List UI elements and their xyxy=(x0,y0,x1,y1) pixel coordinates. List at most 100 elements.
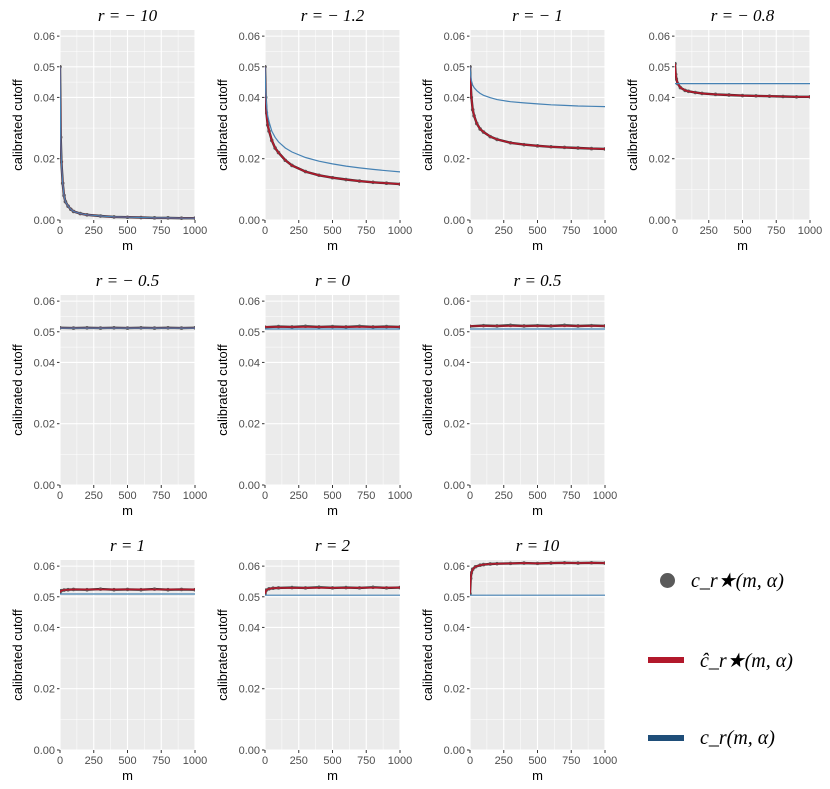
x-tick-label: 1000 xyxy=(388,490,412,502)
y-tick-label: 0.04 xyxy=(649,92,670,104)
y-tick-label: 0.04 xyxy=(444,622,465,634)
y-tick-label: 0.04 xyxy=(34,357,55,369)
x-tick-label: 500 xyxy=(528,755,546,767)
panel-8: 0.00 0.02 0.04 0.05 0.06 0 250 500 750 1000 r = 2 m… xyxy=(215,536,412,783)
x-tick-label: 250 xyxy=(700,225,718,237)
y-tick-label: 0.00 xyxy=(444,480,465,492)
x-axis-label: m xyxy=(327,503,338,518)
fitted-series-line xyxy=(60,588,195,593)
x-tick-label: 0 xyxy=(467,490,473,502)
x-tick-label: 1000 xyxy=(388,755,412,767)
y-tick-label: 0.02 xyxy=(444,684,465,696)
y-tick-label: 0.06 xyxy=(444,31,465,43)
panel-1: 0.00 0.02 0.04 0.05 0.06 0 250 500 750 1000 r = − … xyxy=(215,6,412,253)
panel-0: 0.00 0.02 0.04 0.05 0.06 0 250 500 750 1000 r = − … xyxy=(10,6,207,253)
y-tick-label: 0.06 xyxy=(444,296,465,308)
x-tick-label: 750 xyxy=(152,755,170,767)
x-tick-label: 250 xyxy=(85,225,103,237)
x-tick-label: 0 xyxy=(262,225,268,237)
y-axis-label: calibrated cutoff xyxy=(420,609,435,701)
x-tick-label: 500 xyxy=(323,755,341,767)
y-tick-label: 0.02 xyxy=(239,154,260,166)
panel-title: r = − 0.5 xyxy=(96,271,160,290)
x-tick-label: 250 xyxy=(85,755,103,767)
x-tick-label: 500 xyxy=(118,225,136,237)
y-tick-label: 0.05 xyxy=(649,62,670,74)
y-tick-label: 0.06 xyxy=(34,296,55,308)
x-axis-label: m xyxy=(122,503,133,518)
x-tick-label: 1000 xyxy=(183,755,207,767)
x-tick-label: 250 xyxy=(495,225,513,237)
x-tick-label: 1000 xyxy=(593,225,617,237)
panel-5: 0.00 0.02 0.04 0.05 0.06 0 250 500 750 1000 r = 0 m… xyxy=(215,271,412,518)
fitted-series-line xyxy=(265,586,400,594)
y-tick-label: 0.05 xyxy=(444,327,465,339)
panel-4: 0.00 0.02 0.04 0.05 0.06 0 250 500 750 1000 r = − … xyxy=(10,271,207,518)
x-tick-label: 500 xyxy=(528,490,546,502)
x-tick-label: 1000 xyxy=(388,225,412,237)
y-tick-label: 0.02 xyxy=(239,684,260,696)
panel-title: r = 0 xyxy=(315,271,351,290)
x-tick-label: 750 xyxy=(357,755,375,767)
y-tick-label: 0.00 xyxy=(239,480,260,492)
y-tick-label: 0.05 xyxy=(34,327,55,339)
x-axis-label: m xyxy=(532,768,543,783)
legend: c_r★(m, α) ĉ_r★(m, α) c_r(m, α) xyxy=(640,555,825,755)
x-tick-label: 250 xyxy=(290,225,308,237)
panel-data xyxy=(470,560,605,596)
x-tick-label: 250 xyxy=(495,490,513,502)
y-axis-label: calibrated cutoff xyxy=(215,609,230,701)
x-tick-label: 500 xyxy=(528,225,546,237)
y-tick-label: 0.06 xyxy=(239,296,260,308)
y-tick-label: 0.05 xyxy=(239,62,260,74)
panel-title: r = 0.5 xyxy=(514,271,562,290)
x-tick-label: 0 xyxy=(672,225,678,237)
y-tick-label: 0.02 xyxy=(649,154,670,166)
y-tick-label: 0.00 xyxy=(34,215,55,227)
panel-data xyxy=(60,325,195,330)
x-axis-label: m xyxy=(532,503,543,518)
y-tick-label: 0.04 xyxy=(444,92,465,104)
y-tick-label: 0.06 xyxy=(239,561,260,573)
legend-label-fitted: ĉ_r★(m, α) xyxy=(700,649,793,672)
legend-item-empirical: c_r★(m, α) xyxy=(640,565,784,595)
y-tick-label: 0.05 xyxy=(239,327,260,339)
y-tick-label: 0.00 xyxy=(649,215,670,227)
x-tick-label: 0 xyxy=(57,490,63,502)
x-axis-label: m xyxy=(737,238,748,253)
panel-data xyxy=(675,61,810,99)
theory-series-line xyxy=(60,66,195,219)
y-axis-label: calibrated cutoff xyxy=(10,79,25,171)
y-axis-label: calibrated cutoff xyxy=(215,79,230,171)
theory-series-line xyxy=(470,66,605,108)
x-axis-label: m xyxy=(122,768,133,783)
y-axis-label: calibrated cutoff xyxy=(215,344,230,436)
panel-data xyxy=(265,324,400,330)
y-tick-label: 0.04 xyxy=(34,92,55,104)
x-tick-label: 1000 xyxy=(183,225,207,237)
y-tick-label: 0.06 xyxy=(649,31,670,43)
legend-blue-line-icon xyxy=(648,735,684,741)
panel-title: r = 10 xyxy=(516,536,560,555)
x-tick-label: 750 xyxy=(152,225,170,237)
y-tick-label: 0.00 xyxy=(444,745,465,757)
x-tick-label: 250 xyxy=(495,755,513,767)
y-axis-label: calibrated cutoff xyxy=(420,344,435,436)
legend-item-theory: c_r(m, α) xyxy=(640,723,775,753)
y-tick-label: 0.00 xyxy=(239,215,260,227)
y-tick-label: 0.02 xyxy=(34,419,55,431)
x-axis-label: m xyxy=(327,768,338,783)
panel-data xyxy=(470,323,605,330)
legend-point-icon xyxy=(660,572,675,588)
legend-red-line-icon xyxy=(648,657,684,663)
y-tick-label: 0.04 xyxy=(239,622,260,634)
fitted-series-line xyxy=(265,66,400,185)
y-tick-label: 0.02 xyxy=(239,419,260,431)
x-axis-label: m xyxy=(532,238,543,253)
panel-data xyxy=(60,587,195,595)
legend-item-fitted: ĉ_r★(m, α) xyxy=(640,645,793,675)
x-tick-label: 1000 xyxy=(593,490,617,502)
x-tick-label: 0 xyxy=(467,755,473,767)
x-tick-label: 0 xyxy=(262,490,268,502)
